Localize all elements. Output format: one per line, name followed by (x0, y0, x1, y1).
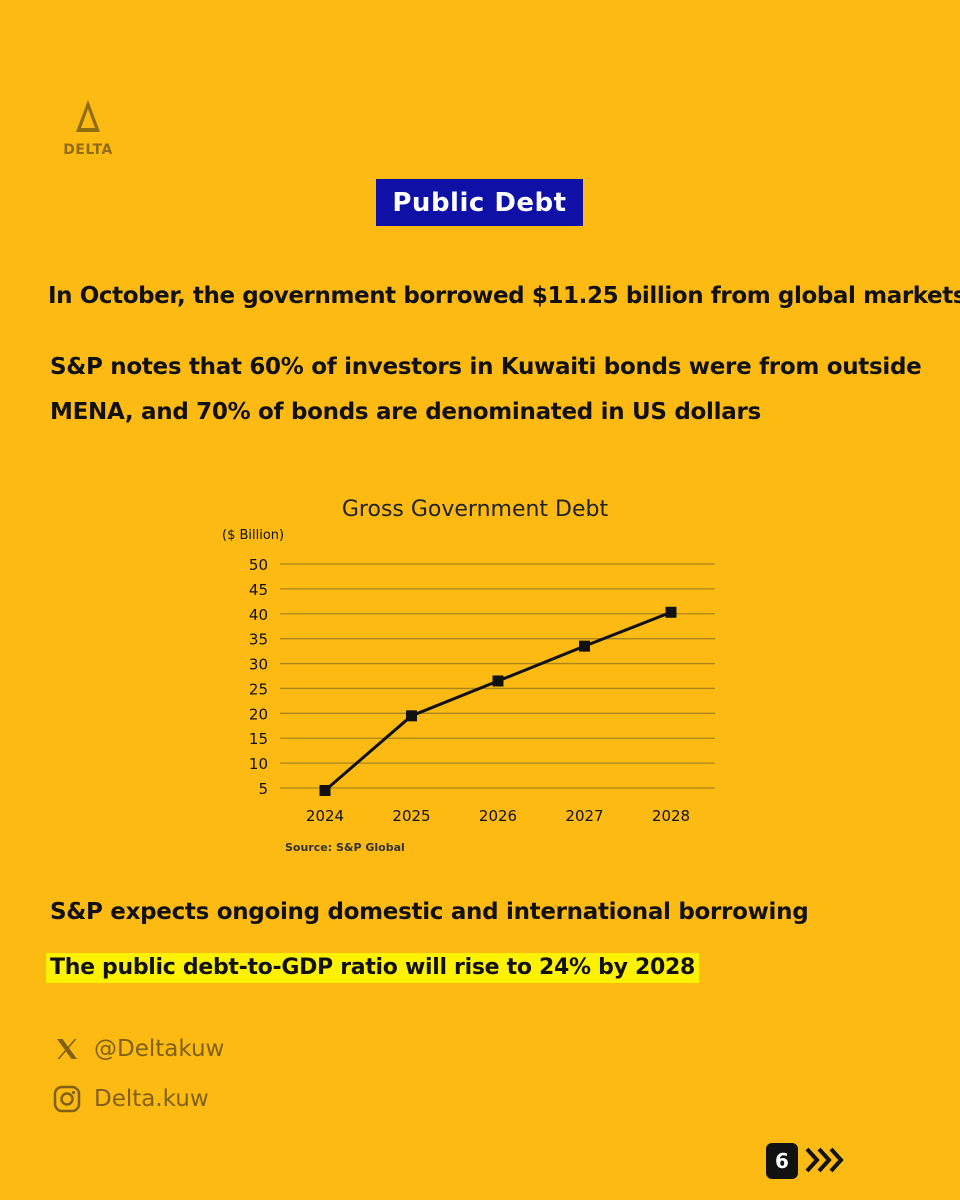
y-tick-label: 15 (249, 730, 268, 748)
social-instagram[interactable]: Delta.kuw (52, 1084, 209, 1114)
borrowing-outlook: S&P expects ongoing domestic and interna… (50, 899, 809, 925)
delta-logo: DELTA (62, 98, 114, 158)
social-x[interactable]: @Deltakuw (52, 1034, 224, 1064)
borrowing-statement: In October, the government borrowed $11.… (48, 283, 960, 309)
y-tick-label: 50 (249, 556, 268, 574)
x-tick-label: 2024 (306, 807, 344, 825)
chart-source: Source: S&P Global (285, 841, 405, 854)
debt-ratio-highlight: The public debt-to-GDP ratio will rise t… (46, 953, 700, 983)
data-point-marker (665, 606, 677, 618)
x-tick-label: 2027 (565, 807, 603, 825)
chart-title: Gross Government Debt (342, 497, 609, 522)
y-tick-label: 25 (249, 680, 268, 698)
data-point-marker (319, 784, 331, 796)
instagram-handle[interactable]: Delta.kuw (94, 1086, 209, 1112)
delta-triangle-icon (76, 100, 100, 132)
next-arrows-icon[interactable] (804, 1145, 846, 1175)
x-logo-icon (52, 1034, 82, 1064)
y-tick-label: 30 (249, 656, 268, 674)
page-number: 6 (766, 1143, 798, 1179)
y-axis-label: ($ Billion) (222, 528, 284, 543)
data-point-marker (492, 675, 504, 687)
y-tick-label: 40 (249, 606, 268, 624)
x-tick-label: 2025 (392, 807, 430, 825)
y-tick-label: 5 (258, 780, 268, 798)
investors-statement-line1: S&P notes that 60% of investors in Kuwai… (50, 354, 922, 380)
instagram-icon (52, 1084, 82, 1114)
y-tick-label: 10 (249, 755, 268, 773)
page-title: Public Debt (376, 179, 583, 226)
debt-line-chart: Gross Government Debt ($ Billion) 5 10 15 2… (222, 497, 715, 854)
x-tick-label: 2026 (479, 807, 517, 825)
investors-statement-line2: MENA, and 70% of bonds are denominated i… (50, 399, 761, 425)
logo-text: DELTA (63, 142, 113, 158)
y-tick-label: 20 (249, 705, 268, 723)
data-point-marker (579, 640, 590, 652)
x-handle[interactable]: @Deltakuw (94, 1036, 225, 1062)
y-tick-label: 35 (249, 631, 268, 649)
y-tick-label: 45 (249, 581, 268, 599)
x-tick-label: 2028 (652, 807, 690, 825)
data-point-marker (406, 710, 417, 722)
